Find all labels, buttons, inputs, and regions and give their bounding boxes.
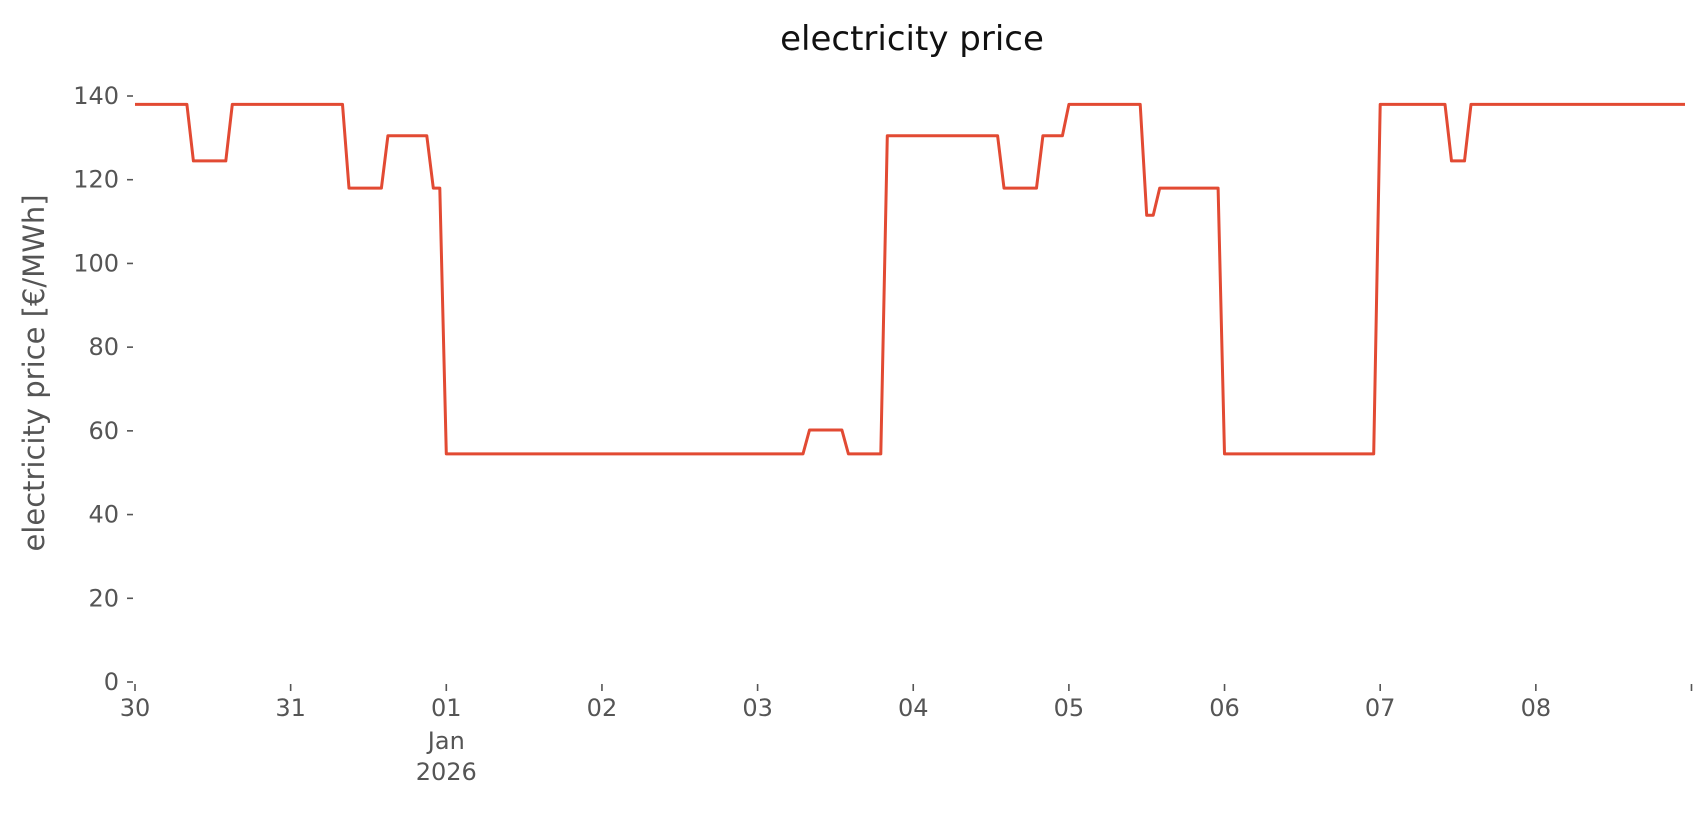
y-tick-label: 120 [73,166,119,194]
y-axis-label: electricity price [€/MWh] [17,194,51,551]
plot-area [135,102,1685,456]
y-tick-label: 40 [88,501,119,529]
x-tick-label: 04 [898,694,929,722]
y-tick-label: 60 [88,417,119,445]
y-tick-label: 140 [73,82,119,110]
chart-title: electricity price [780,19,1044,59]
x-tick-label: 05 [1054,694,1085,722]
x-tick-label: 06 [1209,694,1240,722]
y-tick-label: 20 [88,584,119,612]
x-tick-label: 31 [275,694,306,722]
y-tick-label: 80 [88,333,119,361]
y-tick-label: 0 [104,668,119,696]
x-tick-label: 03 [742,694,773,722]
x-tick-label: 01 [431,694,462,722]
x-tick-sublabel: 2026 [416,758,477,786]
y-tick-label: 100 [73,249,119,277]
x-axis: 30 31 01 Jan 2026 02 03 04 05 06 07 08 [120,684,1693,786]
y-axis: 0 20 40 60 80 100 120 140 [73,82,133,696]
series-line-0 [135,102,1685,456]
x-tick-label: 08 [1521,694,1552,722]
x-tick-label: 07 [1365,694,1396,722]
x-tick-label: 02 [587,694,618,722]
x-tick-label: 30 [120,694,151,722]
x-tick-sublabel: Jan [426,727,465,755]
